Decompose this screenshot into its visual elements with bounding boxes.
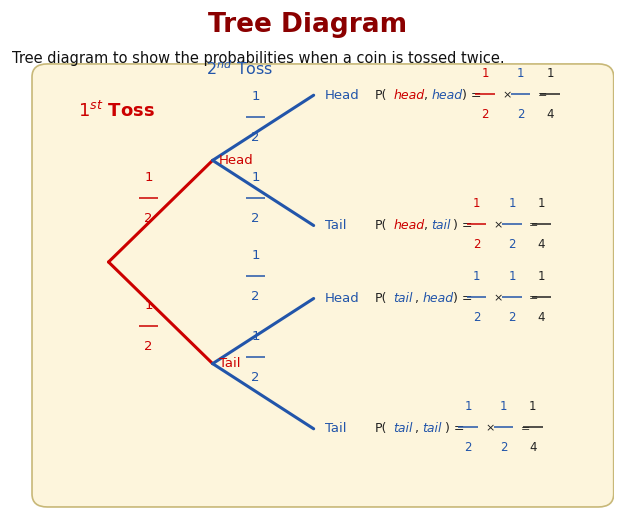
Text: 4: 4 (538, 238, 545, 251)
Text: Head: Head (219, 154, 253, 167)
Text: P(: P( (375, 219, 387, 232)
Text: 1: 1 (538, 197, 545, 210)
Text: Tree diagram to show the probabilities when a coin is tossed twice.: Tree diagram to show the probabilities w… (13, 51, 505, 66)
Text: =: = (529, 293, 538, 303)
Text: 2: 2 (251, 290, 260, 303)
Text: ×: × (494, 293, 503, 303)
Text: 1: 1 (546, 67, 554, 80)
Text: Head: Head (325, 89, 359, 102)
Text: 1: 1 (529, 400, 537, 413)
Text: 2: 2 (251, 131, 260, 144)
Text: head: head (393, 219, 425, 232)
Text: 1: 1 (473, 270, 481, 283)
Text: 2: 2 (473, 311, 481, 324)
Text: tail: tail (423, 422, 442, 435)
Text: ,: , (415, 292, 420, 305)
Text: 2: 2 (251, 212, 260, 225)
Text: $2^{nd}$ Toss: $2^{nd}$ Toss (206, 60, 274, 79)
Text: 2: 2 (464, 441, 472, 454)
Text: Tail: Tail (219, 357, 240, 370)
Text: ×: × (502, 90, 511, 100)
Text: 1: 1 (144, 299, 153, 311)
Text: =: = (529, 221, 538, 231)
Text: 1: 1 (251, 330, 260, 343)
Text: 4: 4 (538, 311, 545, 324)
Text: 1: 1 (144, 171, 153, 184)
FancyBboxPatch shape (32, 64, 614, 507)
Text: 1: 1 (251, 90, 260, 103)
Text: head: head (393, 89, 425, 102)
Text: =: = (521, 424, 530, 434)
Text: ,: , (415, 422, 420, 435)
Text: 4: 4 (546, 108, 554, 121)
Text: ×: × (485, 424, 494, 434)
Text: Tree Diagram: Tree Diagram (208, 12, 407, 38)
Text: Tail: Tail (325, 219, 346, 232)
Text: 1: 1 (473, 197, 481, 210)
Text: 1: 1 (481, 67, 489, 80)
Text: 2: 2 (499, 441, 507, 454)
Text: tail: tail (431, 219, 451, 232)
Text: 1: 1 (508, 270, 516, 283)
Text: P(: P( (375, 292, 387, 305)
Text: 1: 1 (538, 270, 545, 283)
Text: P(: P( (375, 422, 387, 435)
Text: ×: × (494, 221, 503, 231)
Text: P(: P( (375, 89, 387, 102)
Text: tail: tail (393, 422, 413, 435)
Text: 2: 2 (517, 108, 525, 121)
Text: 2: 2 (481, 108, 489, 121)
Text: tail: tail (393, 292, 413, 305)
Text: 1: 1 (508, 197, 516, 210)
Text: head: head (423, 292, 454, 305)
Text: 2: 2 (508, 238, 516, 251)
Text: 2: 2 (251, 371, 260, 384)
Text: 4: 4 (529, 441, 537, 454)
Text: 1: 1 (517, 67, 525, 80)
Text: 2: 2 (144, 340, 153, 353)
Text: 1: 1 (251, 249, 260, 262)
Text: 1: 1 (251, 171, 260, 184)
Text: 1: 1 (499, 400, 507, 413)
Text: ,: , (424, 89, 428, 102)
Text: ) =: ) = (454, 292, 473, 305)
Text: $1^{st}$ Toss: $1^{st}$ Toss (78, 101, 155, 121)
Text: Tail: Tail (325, 422, 346, 435)
Text: 2: 2 (473, 238, 481, 251)
Text: =: = (538, 90, 547, 100)
Text: ,: , (424, 219, 428, 232)
Text: ) =: ) = (462, 89, 481, 102)
Text: 1: 1 (464, 400, 472, 413)
Text: ) =: ) = (445, 422, 464, 435)
Text: 2: 2 (144, 212, 153, 225)
Text: ) =: ) = (454, 219, 473, 232)
Text: head: head (431, 89, 462, 102)
Text: Head: Head (325, 292, 359, 305)
Text: 2: 2 (508, 311, 516, 324)
